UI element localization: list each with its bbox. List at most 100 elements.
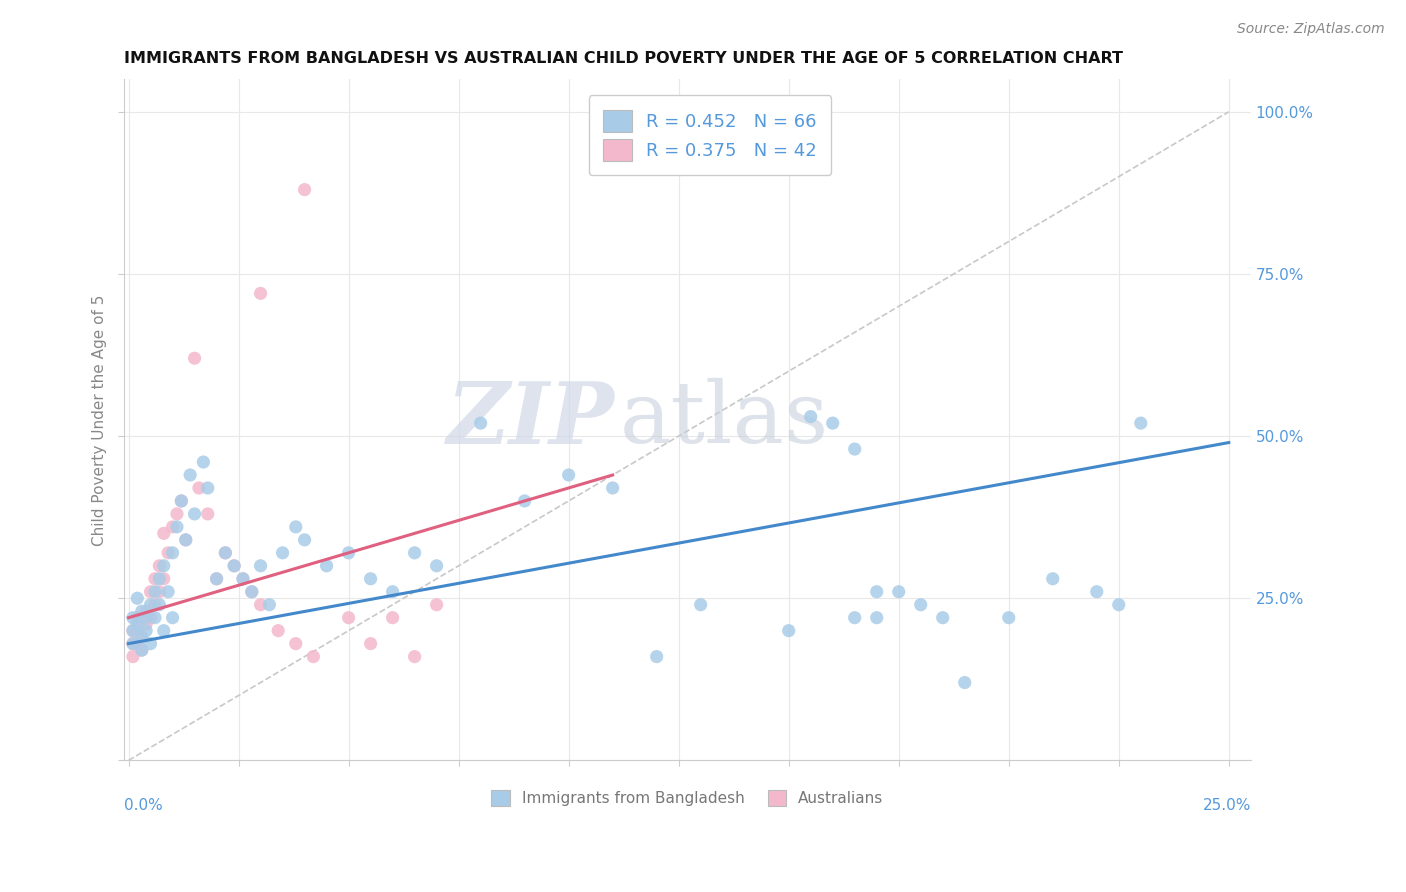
Point — [152, 572, 174, 586]
Point — [1042, 572, 1064, 586]
Point — [240, 584, 263, 599]
Point — [197, 481, 219, 495]
Point — [127, 591, 149, 606]
Point — [166, 520, 188, 534]
Point — [122, 637, 145, 651]
Point — [337, 546, 360, 560]
Point — [157, 584, 180, 599]
Text: ZIP: ZIP — [446, 378, 614, 462]
Text: atlas: atlas — [620, 378, 830, 461]
Text: 25.0%: 25.0% — [1202, 797, 1251, 813]
Point — [139, 584, 162, 599]
Text: Source: ZipAtlas.com: Source: ZipAtlas.com — [1237, 22, 1385, 37]
Point — [602, 481, 624, 495]
Point — [689, 598, 711, 612]
Point — [131, 604, 153, 618]
Point — [148, 572, 170, 586]
Point — [205, 572, 228, 586]
Point — [284, 520, 307, 534]
Point — [139, 610, 162, 624]
Point — [214, 546, 236, 560]
Text: 0.0%: 0.0% — [124, 797, 163, 813]
Point — [122, 624, 145, 638]
Point — [162, 610, 184, 624]
Point — [135, 617, 157, 632]
Point — [778, 624, 800, 638]
Point — [249, 598, 271, 612]
Point — [170, 494, 193, 508]
Point — [404, 649, 426, 664]
Point — [127, 610, 149, 624]
Point — [1129, 416, 1152, 430]
Point — [183, 507, 205, 521]
Point — [166, 507, 188, 521]
Point — [152, 526, 174, 541]
Point — [162, 520, 184, 534]
Point — [249, 558, 271, 573]
Point — [127, 637, 149, 651]
Point — [800, 409, 823, 424]
Point — [315, 558, 337, 573]
Point — [148, 584, 170, 599]
Text: IMMIGRANTS FROM BANGLADESH VS AUSTRALIAN CHILD POVERTY UNDER THE AGE OF 5 CORREL: IMMIGRANTS FROM BANGLADESH VS AUSTRALIAN… — [124, 51, 1123, 66]
Point — [197, 507, 219, 521]
Point — [932, 610, 955, 624]
Point — [271, 546, 294, 560]
Point — [240, 584, 263, 599]
Point — [224, 558, 246, 573]
Point — [360, 572, 382, 586]
Point — [148, 558, 170, 573]
Point — [162, 546, 184, 560]
Point — [426, 558, 449, 573]
Point — [122, 637, 145, 651]
Point — [1108, 598, 1130, 612]
Point — [170, 494, 193, 508]
Point — [183, 351, 205, 366]
Point — [193, 455, 215, 469]
Point — [997, 610, 1019, 624]
Point — [122, 649, 145, 664]
Point — [302, 649, 325, 664]
Point — [179, 468, 201, 483]
Point — [224, 558, 246, 573]
Point — [122, 610, 145, 624]
Point — [910, 598, 932, 612]
Point — [143, 598, 166, 612]
Point — [135, 604, 157, 618]
Point — [953, 675, 976, 690]
Point — [844, 442, 866, 456]
Point — [381, 610, 404, 624]
Point — [887, 584, 910, 599]
Point — [148, 598, 170, 612]
Point — [259, 598, 281, 612]
Point — [294, 183, 316, 197]
Point — [174, 533, 197, 547]
Point — [152, 624, 174, 638]
Point — [557, 468, 579, 483]
Point — [284, 637, 307, 651]
Point — [135, 624, 157, 638]
Point — [127, 617, 149, 632]
Point — [143, 610, 166, 624]
Point — [1085, 584, 1108, 599]
Point — [513, 494, 536, 508]
Point — [188, 481, 211, 495]
Point — [866, 584, 889, 599]
Point — [157, 546, 180, 560]
Point — [404, 546, 426, 560]
Point — [143, 584, 166, 599]
Point — [143, 572, 166, 586]
Point — [232, 572, 254, 586]
Point — [381, 584, 404, 599]
Point — [174, 533, 197, 547]
Point — [127, 624, 149, 638]
Point — [294, 533, 316, 547]
Point — [844, 610, 866, 624]
Legend: Immigrants from Bangladesh, Australians: Immigrants from Bangladesh, Australians — [484, 783, 891, 814]
Point — [866, 610, 889, 624]
Point — [131, 643, 153, 657]
Y-axis label: Child Poverty Under the Age of 5: Child Poverty Under the Age of 5 — [93, 294, 107, 546]
Point — [152, 558, 174, 573]
Point — [821, 416, 844, 430]
Point — [139, 598, 162, 612]
